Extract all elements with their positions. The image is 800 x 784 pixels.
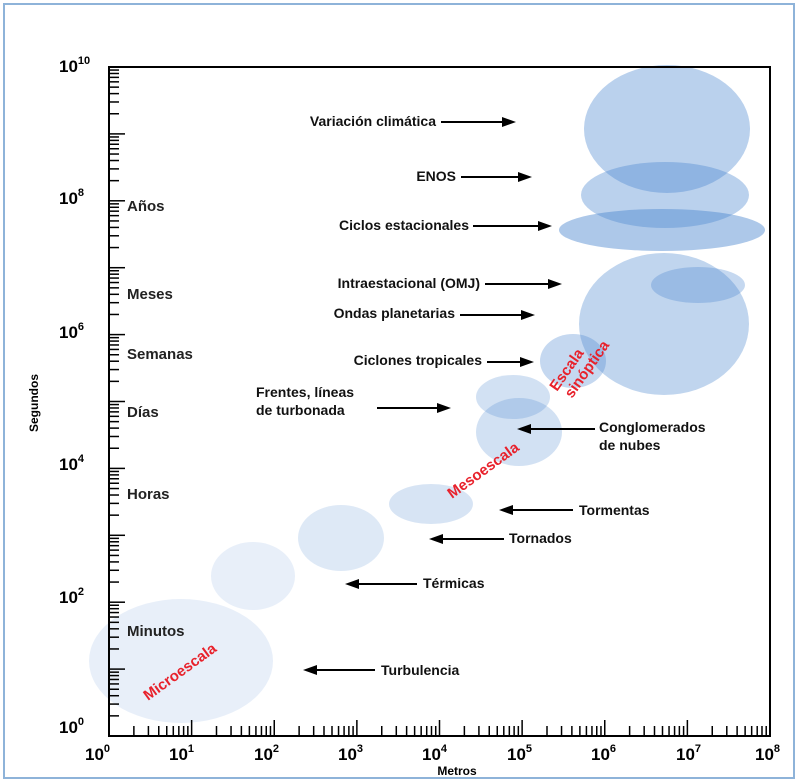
time-label-anos: Años (127, 198, 165, 215)
x-tick-label: 103 (338, 743, 363, 764)
y-tick-label: 108 (59, 187, 84, 208)
arrow-enos (461, 172, 532, 182)
arrow-intra (485, 279, 562, 289)
arrow-variacion (441, 117, 516, 127)
x-axis-title: Metros (437, 764, 477, 778)
arrow-termicas (345, 579, 417, 589)
x-tick-label: 106 (591, 743, 616, 764)
x-axis-labels: 100 101 102 103 104 105 106 107 108 (85, 743, 780, 764)
region-ciclones (540, 334, 606, 388)
y-axis-minor-ticks (109, 69, 125, 737)
time-labels: Años Meses Semanas Días Horas Minutos (127, 198, 193, 640)
label-conglomerados-1: Conglomerados (599, 419, 706, 435)
label-conglomerados-2: de nubes (599, 437, 661, 453)
label-ciclos: Ciclos estacionales (339, 217, 469, 233)
arrow-ondas (460, 310, 535, 320)
region-tornados (298, 505, 384, 571)
arrow-conglomerados (517, 424, 595, 434)
region-turbulencia (89, 599, 273, 723)
label-intra: Intraestacional (OMJ) (338, 275, 480, 291)
x-tick-label: 101 (169, 743, 194, 764)
label-ciclones: Ciclones tropicales (354, 352, 483, 368)
scale-diagram: 100 102 104 106 108 1010 100 101 102 103… (27, 55, 780, 778)
x-tick-label: 107 (676, 743, 701, 764)
region-intra (651, 267, 745, 303)
time-label-semanas: Semanas (127, 346, 193, 363)
arrows (303, 117, 595, 675)
region-tormentas (389, 484, 473, 524)
x-tick-label: 100 (85, 743, 110, 764)
region-frentes (476, 375, 550, 419)
x-tick-label: 104 (422, 743, 448, 764)
time-label-dias: Días (127, 404, 159, 421)
arrow-turbulencia (303, 665, 375, 675)
label-frentes-2: de turbonada (256, 402, 345, 418)
y-tick-label: 106 (59, 321, 84, 342)
phenomenon-labels: Variación climática ENOS Ciclos estacion… (256, 113, 706, 678)
phenomenon-regions (89, 65, 765, 723)
label-tormentas: Tormentas (579, 502, 650, 518)
region-ciclos (559, 209, 765, 251)
time-label-minutos: Minutos (127, 623, 185, 640)
x-axis-minor-ticks (108, 720, 767, 736)
time-label-meses: Meses (127, 286, 173, 303)
region-termicas (211, 542, 295, 610)
label-tornados: Tornados (509, 530, 572, 546)
y-tick-label: 100 (59, 716, 84, 737)
label-turbulencia: Turbulencia (381, 662, 460, 678)
label-ondas: Ondas planetarias (334, 305, 456, 321)
arrow-ciclos (473, 221, 552, 231)
x-tick-label: 102 (254, 743, 279, 764)
y-axis-labels: 100 102 104 106 108 1010 (59, 55, 90, 737)
y-tick-label: 102 (59, 586, 84, 607)
arrow-ciclones (487, 357, 534, 367)
time-label-horas: Horas (127, 486, 170, 503)
label-enos: ENOS (416, 168, 456, 184)
label-variacion: Variación climática (310, 113, 436, 129)
label-termicas: Térmicas (423, 575, 485, 591)
y-axis-title: Segundos (27, 374, 41, 432)
region-ondas (579, 253, 749, 395)
arrow-tormentas (499, 505, 573, 515)
y-tick-label: 104 (59, 453, 85, 474)
arrow-frentes (377, 403, 451, 413)
region-variacion (584, 65, 750, 193)
arrow-tornados (429, 534, 504, 544)
region-conglomerados (476, 398, 562, 466)
label-frentes-1: Frentes, líneas (256, 384, 354, 400)
y-tick-label: 1010 (59, 55, 90, 76)
region-enos (581, 162, 749, 228)
x-tick-label: 105 (507, 743, 532, 764)
figure-frame: 100 102 104 106 108 1010 100 101 102 103… (3, 3, 795, 779)
x-tick-label: 108 (755, 743, 780, 764)
